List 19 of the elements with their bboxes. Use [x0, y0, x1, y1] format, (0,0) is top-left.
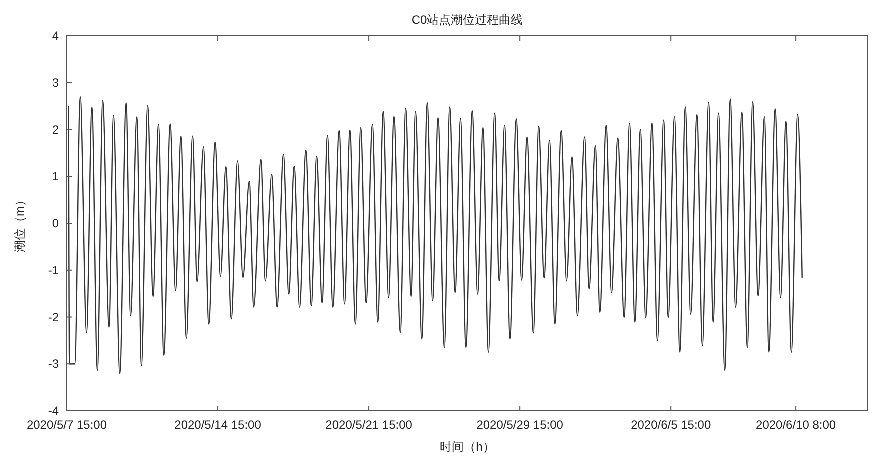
x-tick-label: 2020/5/21 15:00 — [326, 418, 413, 432]
y-tick-label: 1 — [52, 170, 60, 184]
x-tick-label: 2020/6/10 8:00 — [756, 418, 836, 432]
y-tick-label: 0 — [52, 216, 60, 230]
y-tick-label: -2 — [48, 310, 60, 324]
y-tick-label: 2 — [52, 122, 60, 137]
x-tick-label: 2020/5/7 15:00 — [26, 418, 108, 432]
chart-title: C0站点潮位过程曲线 — [412, 13, 524, 27]
x-tick-label: 2020/6/5 15:00 — [631, 418, 712, 432]
x-axis-title: 时间（h） — [440, 440, 495, 454]
y-tick-label: -1 — [48, 263, 60, 278]
x-tick-label: 2020/5/29 15:00 — [476, 418, 564, 432]
y-tick-label: -3 — [48, 357, 60, 372]
y-axis-title: 潮位（m） — [13, 194, 27, 252]
y-tick-label: -4 — [48, 404, 60, 418]
line-series — [68, 96, 803, 375]
x-tick-label: 2020/5/14 15:00 — [174, 418, 262, 432]
y-tick-label: 3 — [52, 76, 60, 90]
y-tick-label: 4 — [52, 29, 60, 43]
